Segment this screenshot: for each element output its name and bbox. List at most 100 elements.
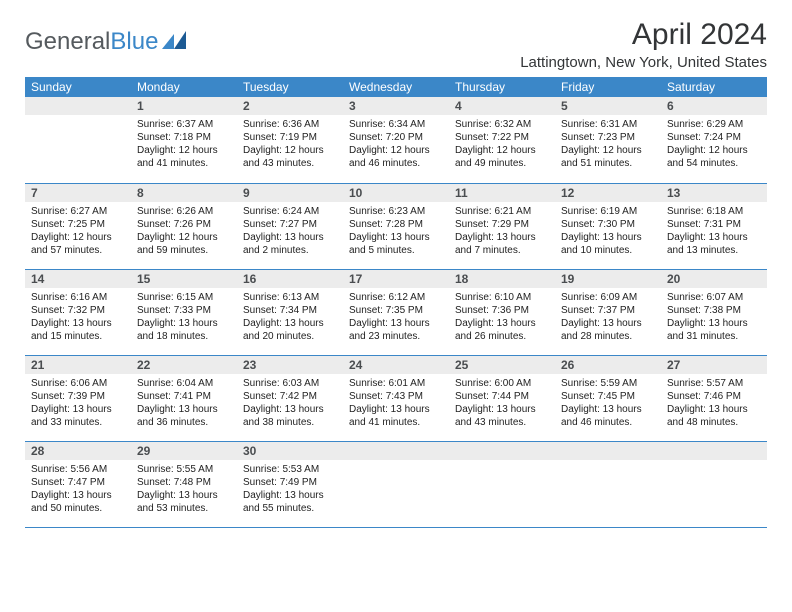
- sunrise-line: Sunrise: 6:09 AM: [561, 291, 655, 304]
- calendar-cell: 25Sunrise: 6:00 AMSunset: 7:44 PMDayligh…: [449, 355, 555, 441]
- weekday-header: Saturday: [661, 77, 767, 97]
- sunrise-line: Sunrise: 6:32 AM: [455, 118, 549, 131]
- calendar-cell: [555, 441, 661, 527]
- day-number: 22: [131, 356, 237, 374]
- sunset-line: Sunset: 7:35 PM: [349, 304, 443, 317]
- day-details: Sunrise: 6:29 AMSunset: 7:24 PMDaylight:…: [661, 115, 767, 174]
- sunrise-line: Sunrise: 6:29 AM: [667, 118, 761, 131]
- sunrise-line: Sunrise: 6:21 AM: [455, 205, 549, 218]
- sunrise-line: Sunrise: 6:04 AM: [137, 377, 231, 390]
- day-number: 24: [343, 356, 449, 374]
- day-number: 18: [449, 270, 555, 288]
- sunrise-line: Sunrise: 6:13 AM: [243, 291, 337, 304]
- calendar-cell: 5Sunrise: 6:31 AMSunset: 7:23 PMDaylight…: [555, 97, 661, 183]
- calendar-cell: 7Sunrise: 6:27 AMSunset: 7:25 PMDaylight…: [25, 183, 131, 269]
- day-number: 7: [25, 184, 131, 202]
- sunrise-line: Sunrise: 6:37 AM: [137, 118, 231, 131]
- daylight-line: Daylight: 12 hours and 46 minutes.: [349, 144, 443, 170]
- day-details: Sunrise: 6:27 AMSunset: 7:25 PMDaylight:…: [25, 202, 131, 261]
- daylight-line: Daylight: 13 hours and 53 minutes.: [137, 489, 231, 515]
- day-details: Sunrise: 6:16 AMSunset: 7:32 PMDaylight:…: [25, 288, 131, 347]
- calendar-cell: 3Sunrise: 6:34 AMSunset: 7:20 PMDaylight…: [343, 97, 449, 183]
- daylight-line: Daylight: 13 hours and 18 minutes.: [137, 317, 231, 343]
- sunrise-line: Sunrise: 6:26 AM: [137, 205, 231, 218]
- day-details: Sunrise: 6:04 AMSunset: 7:41 PMDaylight:…: [131, 374, 237, 433]
- calendar-cell: 2Sunrise: 6:36 AMSunset: 7:19 PMDaylight…: [237, 97, 343, 183]
- sunset-line: Sunset: 7:38 PM: [667, 304, 761, 317]
- daylight-line: Daylight: 13 hours and 31 minutes.: [667, 317, 761, 343]
- day-number: 28: [25, 442, 131, 460]
- sunset-line: Sunset: 7:22 PM: [455, 131, 549, 144]
- daylight-line: Daylight: 13 hours and 38 minutes.: [243, 403, 337, 429]
- calendar-cell: 30Sunrise: 5:53 AMSunset: 7:49 PMDayligh…: [237, 441, 343, 527]
- daylight-line: Daylight: 13 hours and 48 minutes.: [667, 403, 761, 429]
- sunset-line: Sunset: 7:20 PM: [349, 131, 443, 144]
- sunrise-line: Sunrise: 6:07 AM: [667, 291, 761, 304]
- day-number: 9: [237, 184, 343, 202]
- day-number: 27: [661, 356, 767, 374]
- day-number: 5: [555, 97, 661, 115]
- day-details: Sunrise: 6:12 AMSunset: 7:35 PMDaylight:…: [343, 288, 449, 347]
- sunset-line: Sunset: 7:27 PM: [243, 218, 337, 231]
- calendar-week-row: 28Sunrise: 5:56 AMSunset: 7:47 PMDayligh…: [25, 441, 767, 527]
- day-number: 4: [449, 97, 555, 115]
- header-row: GeneralBlue April 2024 Lattingtown, New …: [25, 18, 767, 71]
- sunset-line: Sunset: 7:49 PM: [243, 476, 337, 489]
- sunrise-line: Sunrise: 5:59 AM: [561, 377, 655, 390]
- day-details: Sunrise: 6:00 AMSunset: 7:44 PMDaylight:…: [449, 374, 555, 433]
- day-details: Sunrise: 6:19 AMSunset: 7:30 PMDaylight:…: [555, 202, 661, 261]
- calendar-week-row: 21Sunrise: 6:06 AMSunset: 7:39 PMDayligh…: [25, 355, 767, 441]
- calendar-cell: [343, 441, 449, 527]
- day-number: 23: [237, 356, 343, 374]
- daylight-line: Daylight: 12 hours and 54 minutes.: [667, 144, 761, 170]
- daylight-line: Daylight: 13 hours and 5 minutes.: [349, 231, 443, 257]
- day-details: Sunrise: 5:57 AMSunset: 7:46 PMDaylight:…: [661, 374, 767, 433]
- sunset-line: Sunset: 7:48 PM: [137, 476, 231, 489]
- sunrise-line: Sunrise: 6:00 AM: [455, 377, 549, 390]
- daylight-line: Daylight: 13 hours and 50 minutes.: [31, 489, 125, 515]
- day-details: Sunrise: 5:56 AMSunset: 7:47 PMDaylight:…: [25, 460, 131, 519]
- sunrise-line: Sunrise: 6:23 AM: [349, 205, 443, 218]
- sunset-line: Sunset: 7:29 PM: [455, 218, 549, 231]
- day-number: [555, 442, 661, 460]
- weekday-header: Sunday: [25, 77, 131, 97]
- day-details: Sunrise: 6:13 AMSunset: 7:34 PMDaylight:…: [237, 288, 343, 347]
- daylight-line: Daylight: 13 hours and 13 minutes.: [667, 231, 761, 257]
- sunset-line: Sunset: 7:30 PM: [561, 218, 655, 231]
- daylight-line: Daylight: 13 hours and 43 minutes.: [455, 403, 549, 429]
- calendar-cell: 20Sunrise: 6:07 AMSunset: 7:38 PMDayligh…: [661, 269, 767, 355]
- sunrise-line: Sunrise: 6:24 AM: [243, 205, 337, 218]
- day-details: Sunrise: 5:59 AMSunset: 7:45 PMDaylight:…: [555, 374, 661, 433]
- sunset-line: Sunset: 7:23 PM: [561, 131, 655, 144]
- calendar-cell: 29Sunrise: 5:55 AMSunset: 7:48 PMDayligh…: [131, 441, 237, 527]
- day-number: 14: [25, 270, 131, 288]
- daylight-line: Daylight: 12 hours and 57 minutes.: [31, 231, 125, 257]
- sunrise-line: Sunrise: 5:53 AM: [243, 463, 337, 476]
- weekday-header: Tuesday: [237, 77, 343, 97]
- daylight-line: Daylight: 13 hours and 2 minutes.: [243, 231, 337, 257]
- day-details: Sunrise: 6:24 AMSunset: 7:27 PMDaylight:…: [237, 202, 343, 261]
- day-details: Sunrise: 6:21 AMSunset: 7:29 PMDaylight:…: [449, 202, 555, 261]
- sunset-line: Sunset: 7:41 PM: [137, 390, 231, 403]
- day-details: Sunrise: 6:37 AMSunset: 7:18 PMDaylight:…: [131, 115, 237, 174]
- day-number: 15: [131, 270, 237, 288]
- logo-glyph-icon: [162, 28, 188, 56]
- daylight-line: Daylight: 13 hours and 15 minutes.: [31, 317, 125, 343]
- calendar-cell: 24Sunrise: 6:01 AMSunset: 7:43 PMDayligh…: [343, 355, 449, 441]
- day-number: 10: [343, 184, 449, 202]
- daylight-line: Daylight: 13 hours and 20 minutes.: [243, 317, 337, 343]
- day-details: Sunrise: 6:18 AMSunset: 7:31 PMDaylight:…: [661, 202, 767, 261]
- day-details: Sunrise: 6:07 AMSunset: 7:38 PMDaylight:…: [661, 288, 767, 347]
- sunrise-line: Sunrise: 6:10 AM: [455, 291, 549, 304]
- day-details: Sunrise: 6:32 AMSunset: 7:22 PMDaylight:…: [449, 115, 555, 174]
- sunset-line: Sunset: 7:42 PM: [243, 390, 337, 403]
- day-details: Sunrise: 6:23 AMSunset: 7:28 PMDaylight:…: [343, 202, 449, 261]
- sunset-line: Sunset: 7:33 PM: [137, 304, 231, 317]
- calendar-cell: 8Sunrise: 6:26 AMSunset: 7:26 PMDaylight…: [131, 183, 237, 269]
- calendar-cell: 9Sunrise: 6:24 AMSunset: 7:27 PMDaylight…: [237, 183, 343, 269]
- daylight-line: Daylight: 12 hours and 59 minutes.: [137, 231, 231, 257]
- calendar-cell: 13Sunrise: 6:18 AMSunset: 7:31 PMDayligh…: [661, 183, 767, 269]
- daylight-line: Daylight: 13 hours and 33 minutes.: [31, 403, 125, 429]
- calendar-week-row: 1Sunrise: 6:37 AMSunset: 7:18 PMDaylight…: [25, 97, 767, 183]
- weekday-header: Friday: [555, 77, 661, 97]
